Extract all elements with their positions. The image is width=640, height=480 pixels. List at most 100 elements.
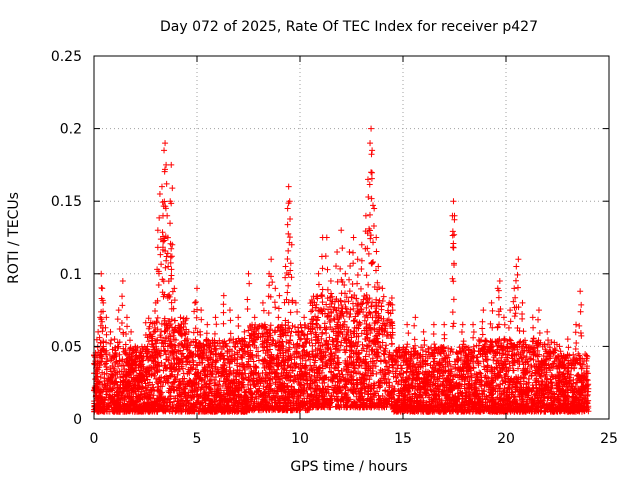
data-point: [171, 398, 178, 405]
data-point: [181, 375, 188, 382]
data-point: [366, 309, 373, 316]
data-point: [163, 406, 170, 413]
data-point: [181, 386, 188, 393]
data-point: [161, 362, 168, 369]
data-point: [313, 320, 320, 327]
data-point: [154, 383, 161, 390]
data-point: [170, 379, 177, 386]
data-point: [94, 380, 101, 387]
data-point: [153, 367, 160, 374]
data-point: [174, 371, 181, 378]
data-point: [164, 343, 171, 350]
data-point: [156, 403, 163, 410]
data-point: [158, 328, 165, 335]
data-point: [163, 351, 170, 358]
data-point: [255, 357, 262, 364]
data-point: [319, 330, 326, 337]
data-point: [359, 341, 366, 348]
data-point: [351, 317, 358, 324]
data-point: [163, 373, 170, 380]
data-point: [145, 338, 152, 345]
data-point: [158, 360, 165, 367]
data-point: [129, 377, 136, 384]
data-point: [383, 342, 390, 349]
data-point: [175, 367, 182, 374]
data-point: [151, 370, 158, 377]
data-point: [116, 358, 123, 365]
data-point: [380, 293, 387, 300]
data-point: [120, 373, 127, 380]
data-point: [168, 349, 175, 356]
data-point: [97, 397, 104, 404]
data-point: [146, 379, 153, 386]
data-point: [156, 397, 163, 404]
data-point: [166, 330, 173, 337]
data-point: [176, 325, 183, 332]
data-point: [337, 342, 344, 349]
data-point: [143, 387, 150, 394]
data-point: [102, 397, 109, 404]
data-point: [170, 355, 177, 362]
data-point: [158, 393, 165, 400]
data-point: [142, 403, 149, 410]
data-point: [117, 401, 124, 408]
data-point: [111, 381, 118, 388]
data-point: [160, 367, 167, 374]
data-point: [123, 372, 130, 379]
data-point: [162, 340, 169, 347]
data-point: [216, 377, 223, 384]
data-point: [239, 354, 246, 361]
data-point: [107, 386, 114, 393]
data-point: [126, 393, 133, 400]
data-point: [176, 378, 183, 385]
data-point: [136, 395, 143, 402]
data-point: [118, 391, 125, 398]
data-point: [164, 356, 171, 363]
data-point: [163, 334, 170, 341]
data-point: [158, 374, 165, 381]
data-point: [170, 332, 177, 339]
data-point: [137, 403, 144, 410]
data-point: [111, 393, 118, 400]
data-point: [143, 384, 150, 391]
data-point: [168, 342, 175, 349]
data-point: [132, 405, 139, 412]
data-point: [155, 380, 162, 387]
data-point: [134, 375, 141, 382]
data-point: [194, 397, 201, 404]
data-point: [388, 295, 395, 301]
data-point: [137, 347, 144, 354]
data-point: [347, 353, 354, 360]
data-point: [137, 391, 144, 398]
data-point: [166, 385, 173, 392]
data-point: [159, 407, 166, 414]
data-point: [145, 315, 152, 322]
data-point: [145, 408, 152, 415]
data-point: [144, 399, 151, 406]
data-point: [172, 317, 179, 324]
data-point: [115, 392, 122, 399]
data-point: [135, 386, 142, 393]
data-point: [109, 371, 116, 378]
data-point: [110, 385, 117, 392]
data-point: [163, 399, 170, 406]
data-point: [112, 375, 119, 382]
data-point: [91, 406, 98, 413]
data-point: [116, 351, 123, 358]
data-point: [127, 403, 134, 410]
data-point: [120, 345, 127, 352]
data-point: [152, 375, 159, 382]
data-point: [110, 404, 117, 411]
grid-lines: [94, 56, 609, 419]
data-point: [107, 396, 114, 403]
data-point: [179, 397, 186, 404]
data-point: [169, 404, 176, 411]
data-point: [171, 359, 178, 366]
data-point: [136, 406, 143, 413]
data-point: [153, 379, 160, 386]
data-point: [169, 352, 176, 359]
chart-title: Day 072 of 2025, Rate Of TEC Index for r…: [160, 19, 538, 35]
data-point: [175, 361, 182, 368]
data-point: [167, 365, 174, 372]
data-point: [146, 323, 153, 330]
